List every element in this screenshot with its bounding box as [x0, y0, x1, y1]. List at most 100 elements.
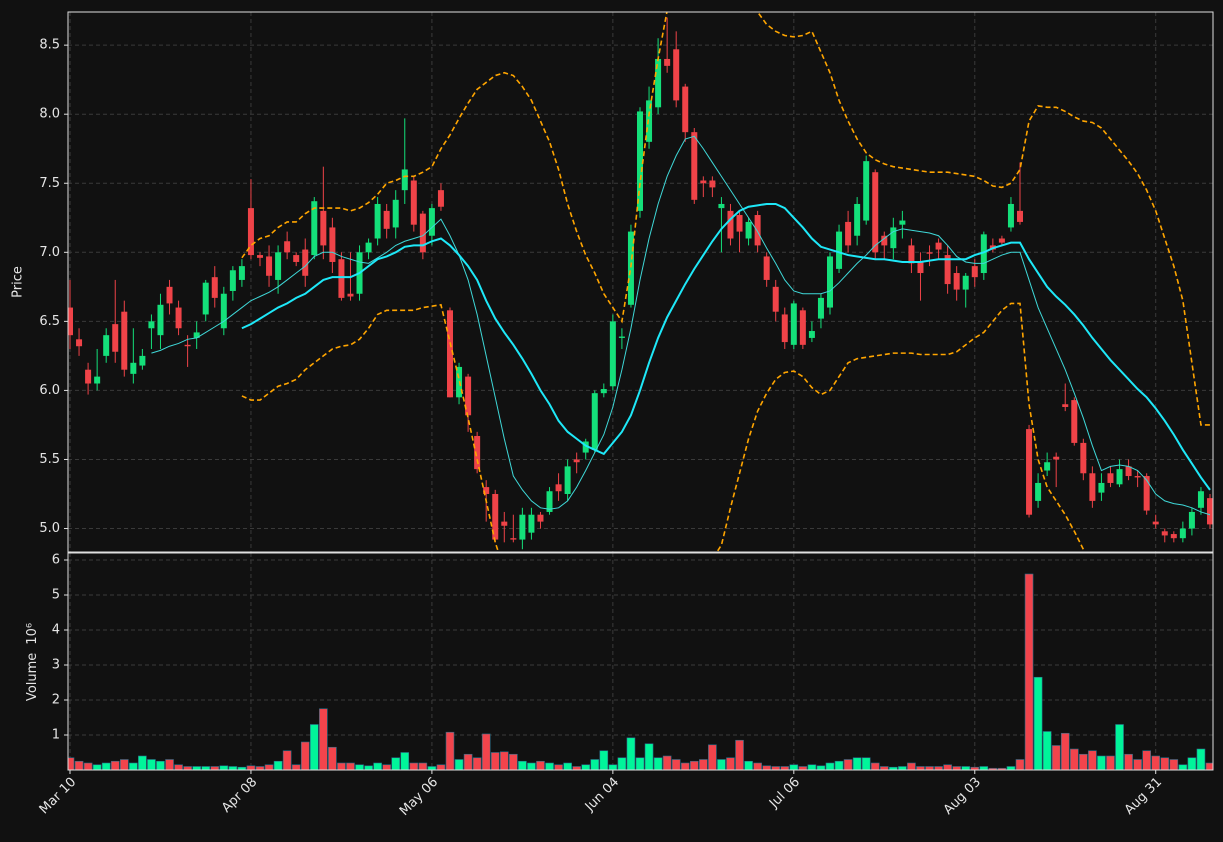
candle-body	[365, 242, 372, 253]
volume-bar	[907, 762, 916, 770]
candle-body	[682, 86, 689, 133]
volume-bar	[816, 765, 826, 770]
candle-body	[899, 220, 906, 225]
volume-bar	[1115, 724, 1124, 770]
candle-body	[1107, 473, 1114, 483]
candle-body	[926, 252, 933, 254]
candle-body	[1071, 400, 1078, 443]
volume-bar	[273, 760, 283, 770]
candle-body	[1197, 491, 1204, 508]
y-tick-label: 1	[52, 728, 60, 743]
candle-body	[582, 441, 589, 453]
candle-body	[238, 266, 245, 280]
candle-body	[103, 335, 110, 356]
volume-bar	[463, 753, 473, 770]
volume-bar	[572, 766, 581, 770]
candle-body	[1062, 404, 1069, 407]
volume-bar	[916, 766, 925, 770]
candle-body	[745, 221, 752, 239]
candle-body	[211, 277, 218, 298]
volume-bar	[472, 757, 482, 770]
volume-bar	[291, 764, 301, 770]
candle-body	[311, 201, 318, 256]
candle-body	[202, 282, 209, 315]
candle-body	[1098, 482, 1105, 493]
volume-label-text: Volume	[25, 653, 40, 701]
volume-bar	[635, 757, 645, 770]
volume-bar	[626, 737, 636, 770]
candle-body	[573, 459, 580, 463]
candle-body	[962, 275, 969, 290]
volume-bar	[753, 762, 762, 770]
volume-bar	[889, 766, 898, 770]
volume-bar	[237, 766, 247, 770]
price-axis-label: Price	[11, 266, 26, 298]
candle-body	[247, 208, 254, 256]
candle-body	[1116, 469, 1123, 485]
y-tick-label: 8.0	[39, 107, 60, 122]
volume-bar	[1106, 755, 1115, 770]
volume-bar	[671, 759, 681, 770]
candle-body	[474, 435, 481, 470]
volume-bar	[825, 762, 835, 770]
volume-bar	[1187, 757, 1197, 770]
candle-body	[157, 304, 164, 336]
candle-body	[275, 252, 282, 280]
volume-bar	[1042, 731, 1052, 770]
volume-bar	[454, 759, 464, 770]
candle-body	[85, 369, 92, 384]
volume-bar	[762, 765, 771, 770]
volume-bar	[861, 757, 871, 770]
candle-body	[338, 259, 345, 298]
volume-bar	[445, 731, 455, 770]
candle-body	[293, 255, 300, 262]
volume-bar	[219, 765, 229, 770]
volume-bar	[83, 762, 93, 770]
volume-bar	[536, 760, 545, 770]
volume-bar	[373, 762, 382, 770]
candle-body	[492, 493, 499, 540]
volume-bar	[653, 757, 663, 770]
candle-body	[817, 297, 824, 319]
candle-body	[618, 336, 625, 338]
volume-bar	[934, 766, 943, 770]
volume-bar	[201, 766, 211, 770]
volume-bar	[925, 766, 934, 770]
candle-body	[1188, 511, 1195, 529]
volume-bar	[1024, 573, 1034, 770]
candle-body	[347, 293, 354, 297]
volume-bar	[617, 757, 627, 770]
y-tick-label: 5.5	[39, 452, 60, 467]
candle-body	[718, 203, 725, 209]
candle-body	[148, 321, 155, 329]
volume-bar	[346, 762, 355, 770]
volume-bar	[427, 766, 437, 770]
volume-bar	[599, 750, 609, 770]
candle-body	[193, 332, 200, 338]
volume-bar	[952, 766, 961, 770]
candle-body	[184, 344, 191, 347]
candle-body	[627, 231, 634, 305]
indicator-line	[151, 135, 1211, 516]
candle-body	[1007, 203, 1014, 228]
volume-bar	[1079, 753, 1088, 770]
candle-body	[465, 376, 472, 416]
volume-bar	[499, 751, 509, 770]
candle-body	[1080, 442, 1087, 474]
candle-body	[410, 180, 417, 225]
volume-bar	[789, 764, 799, 770]
volume-bar	[518, 760, 527, 770]
volume-bar	[364, 765, 373, 770]
volume-bar	[997, 767, 1007, 770]
volume-bar	[1133, 759, 1142, 770]
candle-body	[881, 235, 888, 246]
volume-bar	[834, 760, 844, 770]
price-frame	[67, 11, 1214, 553]
indicator-line	[241, 302, 1086, 552]
volume-bar	[282, 750, 292, 770]
candle-body	[646, 100, 653, 142]
volume-bar	[979, 766, 989, 770]
candle-body	[700, 180, 707, 184]
